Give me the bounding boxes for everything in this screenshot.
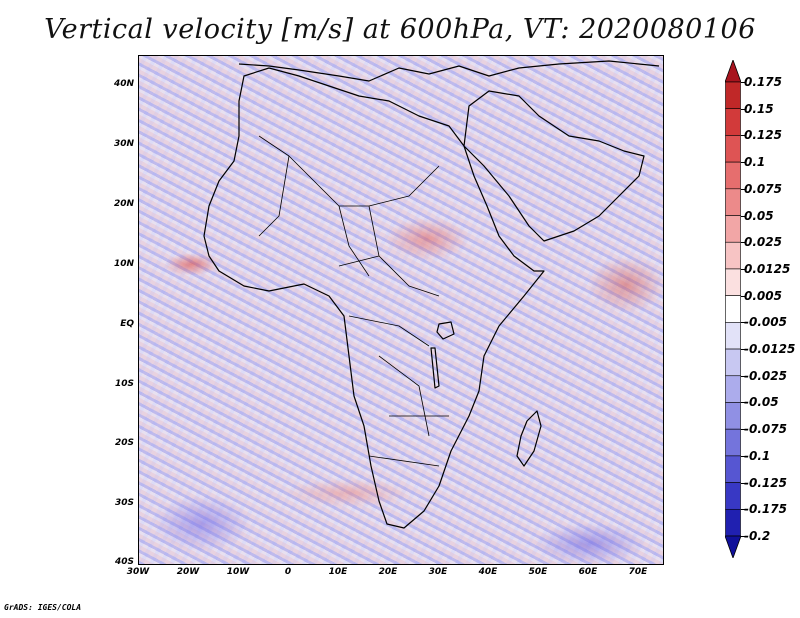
colorbar-top-arrow [725, 60, 741, 83]
lake-victoria [436, 321, 455, 340]
colorbar-label: -0.005 [744, 315, 787, 330]
colorbar-tick [741, 188, 745, 190]
colorbar-swatch [725, 402, 741, 430]
colorbar-swatch [725, 508, 741, 537]
colorbar-swatch [725, 241, 741, 270]
colorbar-swatch [725, 161, 741, 190]
lat-label-eq: EQ [120, 319, 134, 329]
colorbar-label: -0.2 [744, 529, 771, 543]
colorbar-tick [741, 482, 745, 484]
colorbar-label: -0.025 [744, 368, 787, 383]
lon-label-50e: 50E [528, 567, 548, 577]
colorbar-label: 0.05 [744, 208, 774, 223]
colorbar-swatch [725, 455, 741, 483]
europe-coastline [238, 60, 660, 82]
colorbar-label: -0.175 [744, 502, 787, 517]
arabia-coastline [463, 90, 645, 242]
colorbar-label: 0.175 [744, 75, 782, 89]
colorbar-tick [741, 509, 745, 511]
colorbar-label: 0.125 [744, 128, 782, 143]
lat-label-30n: 30N [113, 139, 134, 149]
grads-credit: GrADS: IGES/COLA [4, 603, 82, 612]
colorbar-swatch [725, 135, 741, 163]
colorbar-swatch [725, 322, 741, 350]
lon-label-0: 0 [284, 567, 292, 577]
colorbar-tick [741, 536, 745, 537]
colorbar-tick [741, 162, 745, 164]
lon-label-40e: 40E [478, 567, 498, 577]
colorbar-tick [741, 242, 745, 244]
colorbar-label: 0.0125 [744, 261, 791, 276]
colorbar-bottom-arrow [725, 535, 741, 558]
colorbar-tick [741, 322, 745, 324]
madagascar-outline [516, 410, 542, 467]
colorbar-swatch [725, 81, 741, 110]
lat-label-20s: 20S [114, 438, 134, 448]
lat-label-10n: 10N [113, 259, 134, 269]
lon-label-10w: 10W [226, 567, 250, 577]
colorbar-tick [741, 349, 745, 351]
colorbar-swatch [725, 348, 741, 377]
colorbar-swatch [725, 375, 741, 403]
colorbar-tick [741, 402, 745, 404]
lon-label-20e: 20E [378, 567, 398, 577]
colorbar-swatch [725, 428, 741, 457]
africa-coastline [203, 67, 545, 529]
colorbar-tick [741, 375, 745, 377]
lon-label-30w: 30W [126, 567, 150, 577]
lat-label-20n: 20N [113, 199, 134, 209]
lon-label-30e: 30E [428, 567, 448, 577]
lon-label-20w: 20W [176, 567, 200, 577]
colorbar-swatch [725, 188, 741, 216]
africa-coastline-map [203, 60, 660, 529]
lat-label-40n: 40N [113, 79, 134, 89]
colorbar-tick [741, 135, 745, 137]
lon-label-10e: 10E [328, 567, 348, 577]
colorbar-swatch [725, 108, 741, 136]
colorbar-label: -0.125 [744, 475, 787, 490]
colorbar-swatch [725, 215, 741, 243]
lat-label-10s: 10S [114, 379, 134, 389]
colorbar-swatch [725, 482, 741, 510]
country-borders [258, 135, 449, 467]
colorbar-label: 0.1 [744, 155, 766, 170]
lat-label-30s: 30S [114, 498, 134, 508]
colorbar-label: 0.005 [744, 288, 782, 303]
lat-label-40s: 40S [114, 557, 134, 567]
colorbar-label: -0.1 [744, 448, 771, 463]
colorbar-label: -0.05 [744, 395, 779, 410]
lon-label-60e: 60E [578, 567, 598, 577]
lon-label-70e: 70E [628, 567, 648, 577]
colorbar-label: 0.15 [744, 101, 774, 116]
colorbar-swatch [725, 268, 741, 296]
colorbar-label: 0.075 [744, 181, 782, 196]
map-plot-area [138, 55, 664, 565]
colorbar-tick [741, 455, 745, 457]
colorbar-label: -0.075 [744, 422, 787, 437]
map-title: Vertical velocity [m/s] at 600hPa, VT: 2… [44, 14, 756, 45]
lake-tanganyika [430, 347, 440, 389]
colorbar-label: -0.0125 [744, 342, 796, 357]
colorbar-tick [741, 268, 745, 270]
colorbar-swatch [725, 295, 741, 323]
colorbar-tick [741, 429, 745, 431]
colorbar-label: 0.025 [744, 235, 782, 250]
colorbar-tick [741, 82, 745, 83]
colorbar-tick [741, 295, 745, 297]
colorbar [725, 60, 741, 558]
colorbar-tick [741, 108, 745, 110]
colorbar-tick [741, 215, 745, 217]
